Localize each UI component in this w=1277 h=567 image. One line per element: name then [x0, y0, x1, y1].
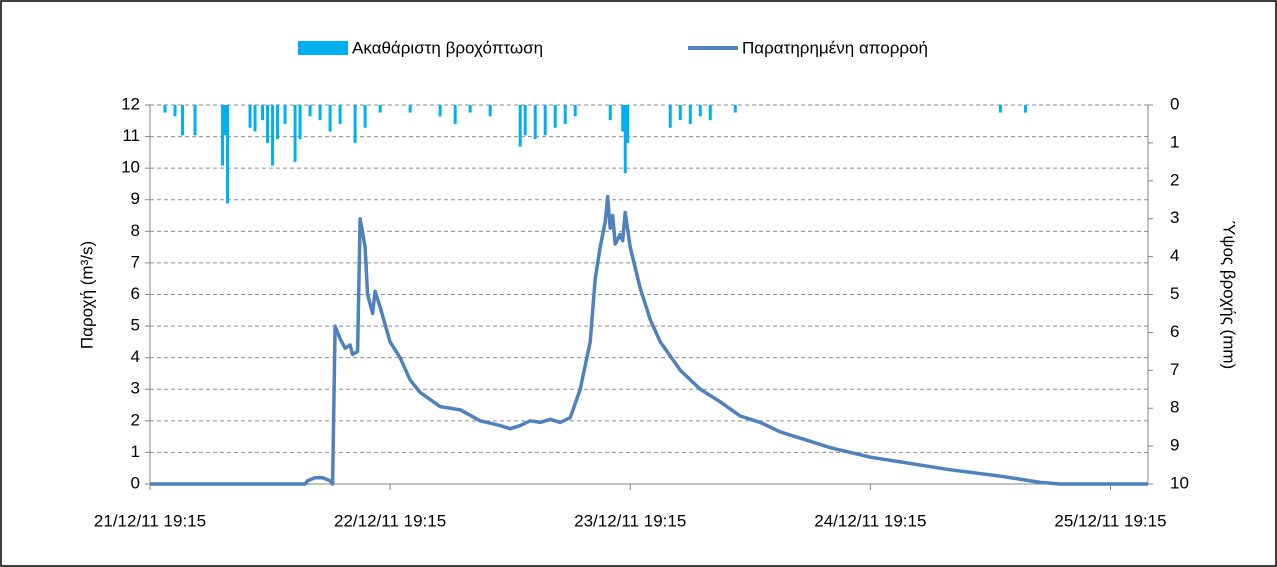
rain-bar [328, 105, 332, 132]
x-tick-label: 22/12/11 19:15 [334, 511, 446, 530]
legend-label: Παρατηρημένη απορροή [742, 38, 928, 57]
legend-swatch [298, 41, 348, 55]
rain-bar [668, 105, 672, 128]
y-tick-label: 2 [131, 410, 140, 429]
y2-tick-label: 6 [1170, 322, 1179, 341]
rain-bar [523, 105, 527, 136]
rain-bar [308, 105, 312, 117]
rain-bar [271, 105, 275, 166]
y-tick-label: 12 [121, 94, 140, 113]
y2-tick-label: 0 [1170, 94, 1179, 113]
y2-tick-label: 4 [1170, 246, 1179, 265]
rain-bar [678, 105, 682, 121]
y-tick-label: 6 [131, 284, 140, 303]
rain-bar [543, 105, 547, 136]
rain-bar [453, 105, 457, 124]
runoff-line [150, 194, 1148, 486]
rain-bar [181, 105, 185, 136]
y2-tick-label: 2 [1170, 170, 1179, 189]
rain-bar [223, 105, 227, 136]
x-tick-label: 21/12/11 19:15 [94, 511, 206, 530]
x-tick-label: 24/12/11 19:15 [814, 511, 926, 530]
y2-tick-label: 10 [1170, 473, 1189, 492]
rain-bar [261, 105, 265, 121]
rain-bar [353, 105, 357, 143]
rain-bar [378, 105, 382, 113]
rain-bar [276, 105, 280, 140]
rain-bar [266, 105, 270, 143]
rain-bar [318, 105, 322, 121]
rain-bar [698, 105, 702, 117]
rain-bar [626, 105, 630, 143]
rain-bar [363, 105, 367, 128]
rain-bar [708, 105, 712, 121]
rain-bar [488, 105, 492, 117]
rain-bar [298, 105, 302, 140]
rain-bar [226, 105, 230, 204]
y-tick-label: 7 [131, 252, 140, 271]
y2-tick-label: 7 [1170, 360, 1179, 379]
rain-bar [438, 105, 442, 117]
rain-bar [998, 105, 1002, 113]
rain-bar [1023, 105, 1027, 113]
rain-bar [293, 105, 297, 162]
y2-axis-label: Ύψος βροχής (mm) [1220, 221, 1239, 369]
y-tick-label: 4 [131, 347, 140, 366]
rain-bar [253, 105, 257, 132]
y2-tick-label: 9 [1170, 436, 1179, 455]
rain-bar [221, 105, 225, 166]
rain-bar [193, 105, 197, 136]
y-tick-label: 3 [131, 379, 140, 398]
rain-bar [563, 105, 567, 124]
rain-bar [518, 105, 522, 147]
y-tick-label: 11 [122, 126, 140, 145]
rain-bar [283, 105, 287, 124]
y2-tick-label: 1 [1170, 132, 1179, 151]
rain-bar [533, 105, 537, 140]
rain-bar [553, 105, 557, 128]
rain-bar [173, 105, 177, 117]
rain-bar [623, 105, 627, 174]
x-tick-label: 25/12/11 19:15 [1054, 511, 1166, 530]
rain-bar [688, 105, 692, 124]
rain-bar [573, 105, 577, 117]
y-tick-label: 8 [131, 221, 140, 240]
y-tick-label: 10 [121, 158, 140, 177]
y-axis-label: Παροχή (m³/s) [77, 241, 96, 349]
rain-bar [338, 105, 342, 124]
x-tick-label: 23/12/11 19:15 [574, 511, 686, 530]
legend-label: Ακαθάριστη βροχόπτωση [352, 38, 543, 57]
rain-bar [733, 105, 737, 113]
y-tick-label: 9 [131, 189, 140, 208]
y-tick-label: 0 [131, 473, 140, 492]
rain-bar [163, 105, 167, 113]
rain-bar [248, 105, 252, 128]
rain-bar [608, 105, 612, 121]
y-tick-label: 5 [131, 316, 140, 335]
y2-tick-label: 8 [1170, 398, 1179, 417]
y-tick-label: 1 [131, 442, 140, 461]
rain-bar [621, 105, 625, 132]
rain-bar [408, 105, 412, 113]
y2-tick-label: 3 [1170, 208, 1179, 227]
y2-tick-label: 5 [1170, 284, 1179, 303]
rain-bar [468, 105, 472, 113]
